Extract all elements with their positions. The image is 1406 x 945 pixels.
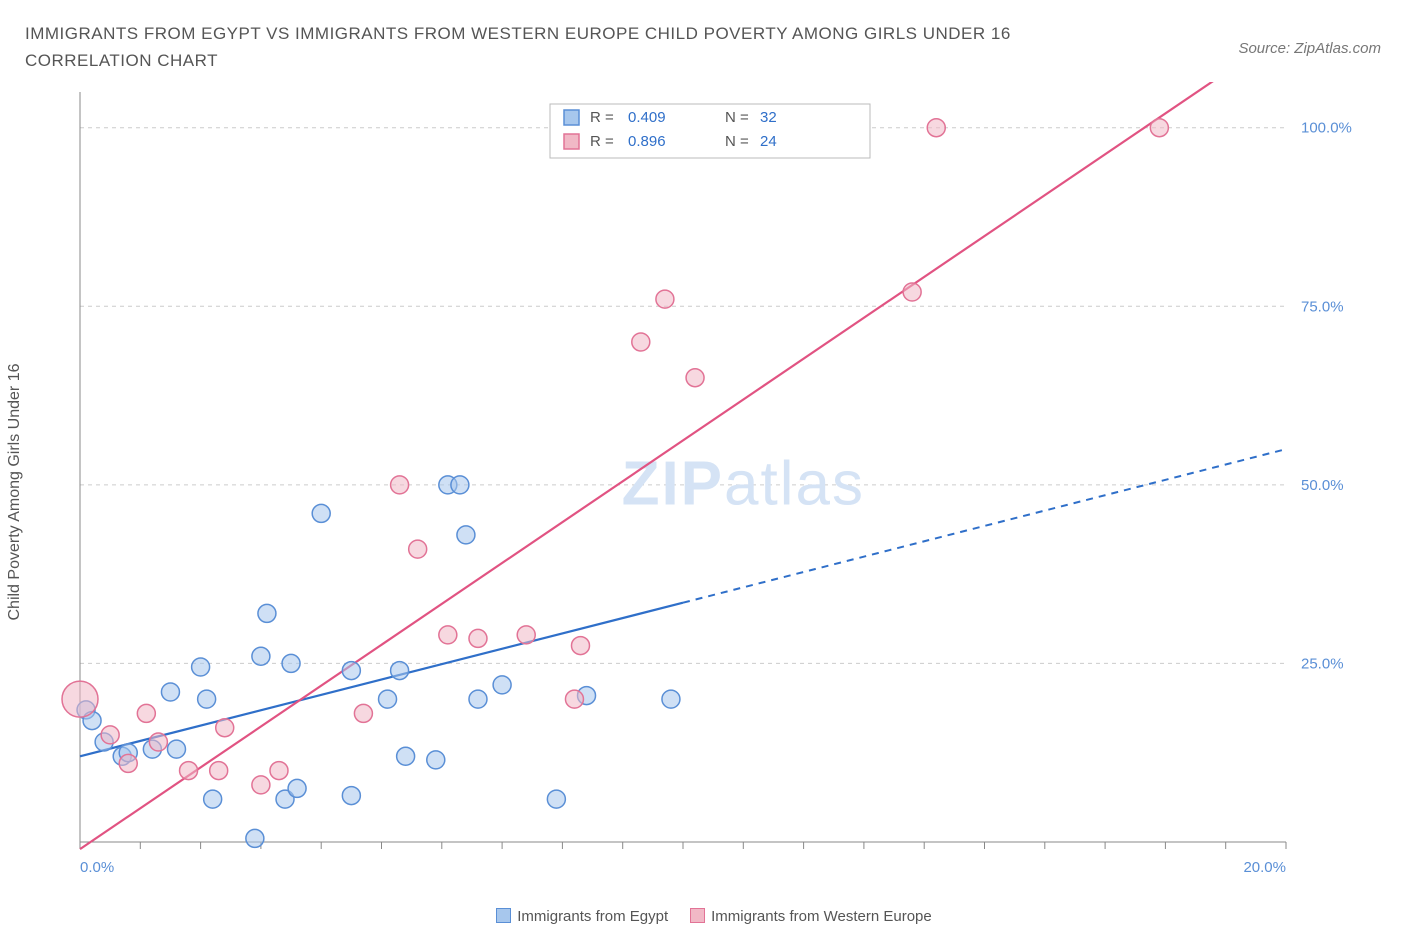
- point-egypt: [547, 791, 565, 809]
- point-weurope: [137, 705, 155, 723]
- point-egypt: [167, 741, 185, 759]
- stats-r-label: R =: [590, 133, 614, 150]
- point-egypt: [161, 683, 179, 701]
- point-weurope: [354, 705, 372, 723]
- y-tick-label: 100.0%: [1301, 120, 1352, 137]
- x-tick-label: 20.0%: [1243, 859, 1286, 876]
- point-weurope: [119, 755, 137, 773]
- point-weurope: [632, 333, 650, 351]
- legend-swatch: [496, 908, 511, 923]
- y-axis-label: Child Poverty Among Girls Under 16: [6, 364, 24, 621]
- point-egypt: [312, 505, 330, 523]
- legend-swatch: [690, 908, 705, 923]
- point-egypt: [397, 748, 415, 766]
- legend-swatch: [564, 134, 579, 149]
- point-weurope: [409, 541, 427, 559]
- point-weurope: [439, 626, 457, 644]
- point-weurope: [686, 369, 704, 387]
- point-egypt: [469, 691, 487, 709]
- point-egypt: [391, 662, 409, 680]
- stats-r-label: R =: [590, 109, 614, 126]
- stats-n-value: 24: [760, 133, 777, 150]
- chart-source: Source: ZipAtlas.com: [1238, 40, 1381, 57]
- point-weurope: [469, 630, 487, 648]
- point-weurope: [270, 762, 288, 780]
- legend-swatch: [564, 110, 579, 125]
- stats-r-value: 0.896: [628, 133, 666, 150]
- stats-n-label: N =: [725, 133, 749, 150]
- point-weurope: [180, 762, 198, 780]
- point-egypt: [457, 526, 475, 544]
- x-tick-label: 0.0%: [80, 859, 114, 876]
- bottom-legend: Immigrants from Egypt Immigrants from Wes…: [25, 908, 1381, 925]
- legend-label: Immigrants from Egypt: [517, 908, 668, 925]
- point-weurope: [565, 691, 583, 709]
- legend-label: Immigrants from Western Europe: [711, 908, 932, 925]
- point-egypt: [342, 662, 360, 680]
- point-egypt: [662, 691, 680, 709]
- point-weurope: [656, 291, 674, 309]
- point-egypt: [379, 691, 397, 709]
- point-weurope: [210, 762, 228, 780]
- point-egypt: [342, 787, 360, 805]
- point-weurope: [101, 726, 119, 744]
- point-weurope: [216, 719, 234, 737]
- point-weurope: [903, 283, 921, 301]
- y-tick-label: 50.0%: [1301, 477, 1344, 494]
- point-weurope: [927, 119, 945, 137]
- stats-n-label: N =: [725, 109, 749, 126]
- point-weurope: [391, 476, 409, 494]
- point-weurope: [62, 682, 98, 718]
- point-egypt: [288, 780, 306, 798]
- point-egypt: [198, 691, 216, 709]
- point-egypt: [451, 476, 469, 494]
- point-egypt: [204, 791, 222, 809]
- trend-line-egypt: [80, 603, 683, 757]
- point-egypt: [282, 655, 300, 673]
- point-weurope: [252, 776, 270, 794]
- point-egypt: [192, 658, 210, 676]
- y-tick-label: 25.0%: [1301, 656, 1344, 673]
- scatter-chart: 25.0% 50.0% 75.0% 100.0% ZIPatlas 0.0% 20.0% R …: [25, 82, 1381, 902]
- point-weurope: [571, 637, 589, 655]
- watermark: ZIPatlas: [622, 450, 865, 519]
- point-weurope: [517, 626, 535, 644]
- point-egypt: [258, 605, 276, 623]
- point-weurope: [1150, 119, 1168, 137]
- point-egypt: [246, 830, 264, 848]
- chart-area: Child Poverty Among Girls Under 16 25.0%…: [25, 82, 1381, 902]
- stats-n-value: 32: [760, 109, 777, 126]
- y-tick-label: 75.0%: [1301, 299, 1344, 316]
- point-weurope: [149, 733, 167, 751]
- point-egypt: [252, 648, 270, 666]
- chart-title: IMMIGRANTS FROM EGYPT VS IMMIGRANTS FROM…: [25, 20, 1125, 74]
- point-egypt: [427, 751, 445, 769]
- point-egypt: [493, 676, 511, 694]
- stats-r-value: 0.409: [628, 109, 666, 126]
